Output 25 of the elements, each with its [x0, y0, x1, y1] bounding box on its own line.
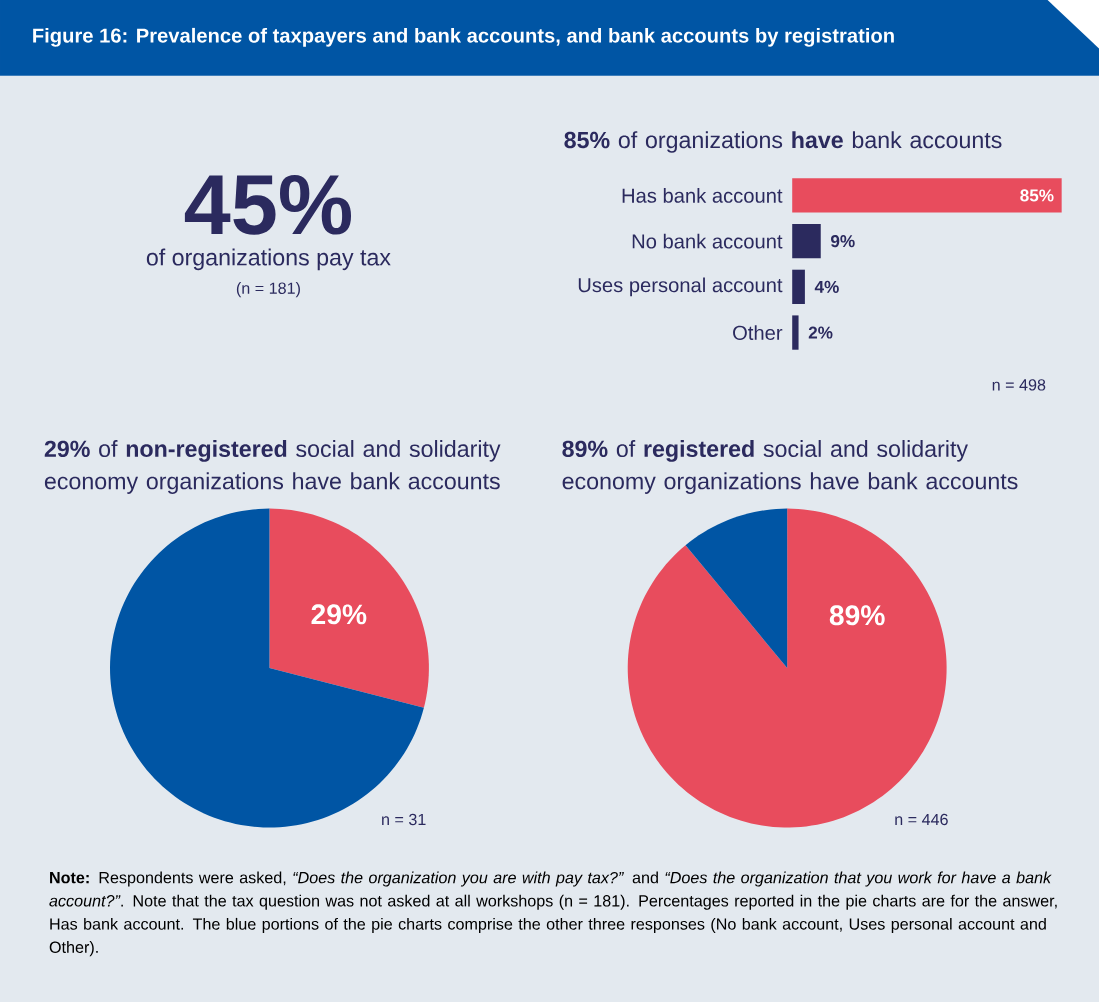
- y-tick-label: No bank account: [632, 233, 783, 249]
- text: of organizations pay tax: [146, 248, 391, 271]
- data-label: 89%: [829, 605, 885, 626]
- data-label: 9%: [830, 235, 855, 248]
- text: Figure 16: Prevalence of taxpayers and bank accounts, and bank accounts by registration: [33, 27, 894, 47]
- text: 45%: [184, 174, 352, 235]
- bar: [792, 269, 805, 304]
- data-label: 29%: [311, 604, 367, 625]
- chart-title: 29% of non-registered social and solidarity economy organizations have bank accounts: [44, 439, 501, 494]
- data-label: 4%: [814, 280, 839, 293]
- y-tick-label: Has bank account: [622, 187, 783, 203]
- y-tick-label: Other: [733, 325, 783, 340]
- y-tick-label: Uses personal account: [578, 277, 783, 297]
- text: Note: Respondents were asked, “Does the organization you are with pay tax?” and “Does the organization that you work for have a bank account?”. Note that the tax question was not asked at all workshops (n = 181). Percentages reported in the pie charts are for the answer, Has bank account. The blue portions of the pie charts comprise the other three responses (No bank account, Uses personal account and Other).: [49, 871, 1057, 957]
- text: n = 446: [895, 813, 948, 826]
- text: (n = 181): [236, 282, 300, 298]
- data-label: 2%: [808, 326, 833, 339]
- bar: [792, 315, 799, 350]
- bar: [792, 223, 821, 259]
- chart-title: 89% of registered social and solidarity economy organizations have bank accounts: [562, 439, 1018, 494]
- text: n = 498: [992, 379, 1046, 391]
- text: n = 31: [382, 813, 426, 826]
- chart-title: 85% of organizations have bank accounts: [564, 131, 1002, 153]
- bar: [792, 178, 1062, 213]
- data-label: 85%: [1020, 189, 1054, 202]
